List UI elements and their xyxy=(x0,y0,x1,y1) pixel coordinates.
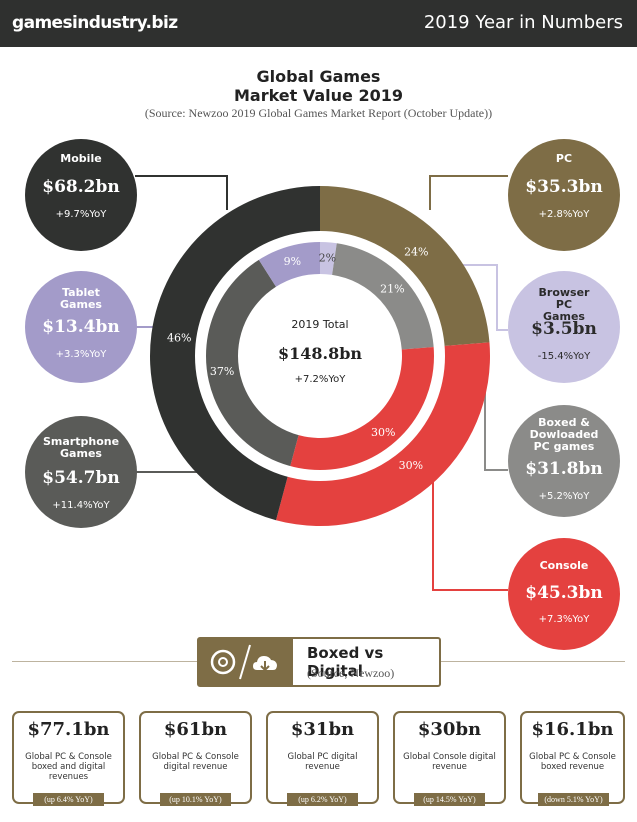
bubble-label: Console xyxy=(539,559,589,572)
chart-source: (Source: Newzoo 2019 Global Games Market… xyxy=(144,106,493,120)
card-value: $77.1bn xyxy=(27,719,110,740)
bubble-value: $3.5bn xyxy=(531,319,597,339)
bubble-tablet: Tablet Games $13.4bn +3.3%YoY xyxy=(25,271,137,383)
card-value: $31bn xyxy=(290,719,355,740)
bubble-yoy: +5.2%YoY xyxy=(538,491,590,502)
outer-percent-mobile: 46% xyxy=(167,331,191,344)
bubble-yoy: -15.4%YoY xyxy=(537,351,591,362)
slash-divider xyxy=(239,644,251,680)
card-value: $30bn xyxy=(417,719,482,740)
bubble-value: $54.7bn xyxy=(42,468,120,488)
divider-left xyxy=(12,661,197,662)
percent-labels: 24% 30% 46% 2% 21% 30% 37% 9% xyxy=(167,246,429,472)
bubble-label: PC xyxy=(555,152,573,165)
bubble-label: Smartphone Games xyxy=(43,435,120,460)
card-change: (down 5.1% YoY) xyxy=(538,793,609,806)
outer-percent-console: 30% xyxy=(399,459,423,472)
bubble-yoy: +3.3%YoY xyxy=(55,349,107,360)
card-description: Global PC & Console boxed revenue xyxy=(529,752,616,772)
bubble-value: $68.2bn xyxy=(42,177,120,197)
bubble-value: $45.3bn xyxy=(525,583,603,603)
total-yoy: +7.2%YoY xyxy=(294,374,346,385)
card-change: (up 6.4% YoY) xyxy=(33,793,104,806)
connector-mobile xyxy=(135,175,228,210)
card-change: (up 14.5% YoY) xyxy=(414,793,485,806)
stat-card-pc-console-boxed: $16.1bn Global PC & Console boxed revenu… xyxy=(520,711,625,806)
bubble-yoy: +2.8%YoY xyxy=(538,209,590,220)
bubble-yoy: +11.4%YoY xyxy=(52,500,110,511)
header-bar: gamesindustry.biz 2019 Year in Numbers xyxy=(0,0,637,47)
disc-icon xyxy=(210,649,236,675)
bubble-pc: PC $35.3bn +2.8%YoY xyxy=(508,139,620,251)
stat-card-console-digital: $30bn Global Console digital revenue (up… xyxy=(393,711,506,806)
chart-title-line1: Global Games xyxy=(256,67,381,86)
bubble-label: Tablet Games xyxy=(60,286,102,311)
total-value: $148.8bn xyxy=(277,344,363,363)
banner-icons xyxy=(199,639,293,685)
bubble-yoy: +7.3%YoY xyxy=(538,614,590,625)
chart-title-line2: Market Value 2019 xyxy=(233,86,404,105)
banner-title: Boxed vs Digital xyxy=(307,644,384,680)
stat-card-pc-console-total: $77.1bn Global PC & Console boxed and di… xyxy=(12,711,125,806)
inner-percent-browser-pc-games: 2% xyxy=(319,251,336,264)
inner-slice-boxed-dowloaded-pc-games xyxy=(332,241,436,350)
inner-percent-smartphone-games: 37% xyxy=(210,365,234,378)
bubble-value: $35.3bn xyxy=(525,177,603,197)
outer-percent-pc: 24% xyxy=(404,246,428,259)
card-value: $61bn xyxy=(163,719,228,740)
bubble-smartphone: Smartphone Games $54.7bn +11.4%YoY xyxy=(25,416,137,528)
stat-card-pc-digital: $31bn Global PC digital revenue (up 6.2%… xyxy=(266,711,379,806)
bubble-label: Boxed & Dowloaded PC games xyxy=(529,416,599,453)
total-label: 2019 Total xyxy=(291,318,349,331)
card-description: Global PC & Console boxed and digital re… xyxy=(25,752,112,782)
boxed-vs-digital-banner: Boxed vs Digital (Source, Newzoo) xyxy=(197,637,441,687)
bubble-mobile: Mobile $68.2bn +9.7%YoY xyxy=(25,139,137,251)
banner-source: (Source, Newzoo) xyxy=(307,666,395,680)
inner-percent-tablet-games: 9% xyxy=(284,255,301,268)
bubble-value: $13.4bn xyxy=(42,317,120,337)
inner-slice-browser-pc-games xyxy=(320,240,338,275)
divider-right xyxy=(441,661,625,662)
inner-percent-console: 30% xyxy=(371,426,395,439)
brand-logo: gamesindustry.biz xyxy=(12,13,178,33)
connector-pc xyxy=(429,175,508,210)
inner-slice-smartphone-games xyxy=(203,258,299,468)
bubble-boxed-downloaded: Boxed & Dowloaded PC games $31.8bn +5.2%… xyxy=(508,405,620,517)
card-description: Global PC digital revenue xyxy=(287,752,358,772)
cloud-download-icon xyxy=(253,656,277,672)
card-description: Global PC & Console digital revenue xyxy=(152,752,239,772)
card-description: Global Console digital revenue xyxy=(403,752,496,772)
bubble-console: Console $45.3bn +7.3%YoY xyxy=(508,538,620,650)
bubble-label: Mobile xyxy=(60,152,102,165)
card-change: (up 6.2% YoY) xyxy=(287,793,358,806)
inner-slice-console xyxy=(289,346,437,473)
bubble-yoy: +9.7%YoY xyxy=(55,209,107,220)
inner-percent-boxed-dowloaded-pc-games: 21% xyxy=(380,282,404,295)
stat-card-pc-console-digital: $61bn Global PC & Console digital revenu… xyxy=(139,711,252,806)
card-change: (up 10.1% YoY) xyxy=(160,793,231,806)
outer-slice-mobile xyxy=(150,186,320,521)
header-headline: 2019 Year in Numbers xyxy=(423,12,623,33)
bubble-browser: Browser PC Games $3.5bn -15.4%YoY xyxy=(508,271,620,383)
ring-separator xyxy=(195,231,445,481)
bubble-value: $31.8bn xyxy=(525,459,603,479)
inner-ring xyxy=(195,231,445,481)
card-value: $16.1bn xyxy=(531,719,614,740)
bubble-label: Browser PC Games xyxy=(538,286,590,323)
